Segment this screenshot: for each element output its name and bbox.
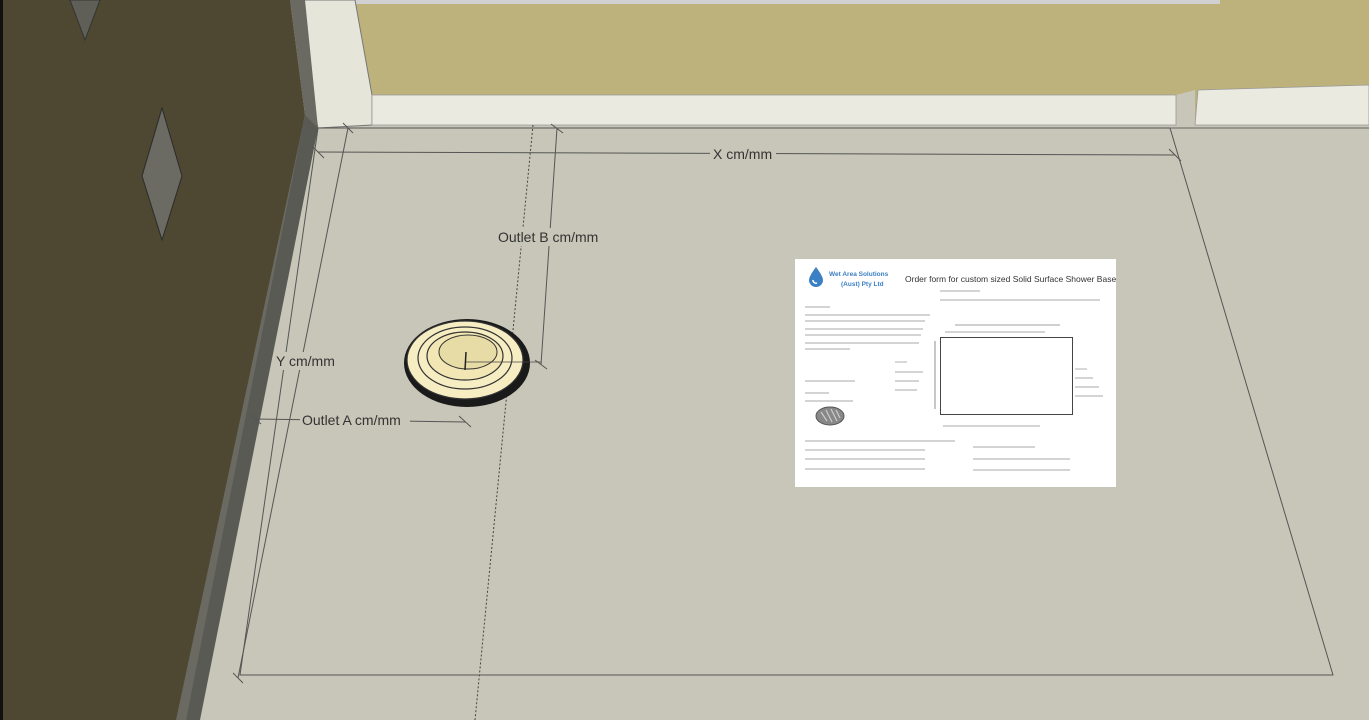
shower-base-outline bbox=[239, 127, 1334, 676]
outlet-b-tick-top bbox=[550, 123, 564, 134]
top-strip bbox=[0, 0, 1220, 4]
form-illegible-content bbox=[805, 290, 1103, 471]
left-wall bbox=[0, 0, 305, 720]
left-wall-edge bbox=[176, 0, 318, 720]
y-dimension-label: Y cm/mm bbox=[276, 353, 335, 369]
x-dimension-tick-right bbox=[1168, 148, 1182, 162]
x-label-bg bbox=[710, 144, 776, 162]
water-drop-logo-icon bbox=[809, 267, 823, 287]
y-dimension-tick-bottom bbox=[232, 672, 244, 684]
left-wall-inner bbox=[186, 115, 318, 720]
order-form-thumbnail: Wet Area Solutions (Aust) Pty Ltd Order … bbox=[795, 259, 1116, 487]
outlet-a-tick-left bbox=[248, 413, 262, 425]
outlet-b-dimension-label: Outlet B cm/mm bbox=[498, 229, 598, 245]
outlet-a-label-bg bbox=[300, 411, 410, 429]
x-dimension-label: X cm/mm bbox=[713, 146, 772, 162]
x-dimension-tick-left bbox=[311, 145, 325, 159]
form-diagram-box bbox=[940, 337, 1073, 415]
y-dimension-line bbox=[237, 127, 349, 679]
company-name: Wet Area Solutions bbox=[829, 271, 889, 278]
outlet-b-label-bg bbox=[496, 228, 604, 246]
skirting-board bbox=[371, 94, 1177, 126]
grate-icon bbox=[815, 406, 845, 426]
left-border bbox=[0, 0, 3, 720]
y-label-bg bbox=[274, 352, 367, 370]
outlet-a-tick-right bbox=[458, 415, 472, 428]
outlet-b-tick-bottom bbox=[534, 359, 548, 370]
wall-diamond bbox=[141, 106, 183, 242]
back-wall bbox=[355, 0, 1369, 125]
skirting-board-right bbox=[1194, 84, 1369, 126]
floor-waste-outlet bbox=[404, 319, 541, 407]
wall-diamond-top bbox=[69, 0, 101, 42]
form-title: Order form for custom sized Solid Surfac… bbox=[905, 274, 1116, 284]
outlet-a-dimension-label: Outlet A cm/mm bbox=[302, 412, 401, 428]
company-suffix: (Aust) Pty Ltd bbox=[841, 281, 884, 288]
y-dimension-tick-top bbox=[342, 122, 354, 134]
outlet-b-dimension-line bbox=[540, 127, 558, 366]
